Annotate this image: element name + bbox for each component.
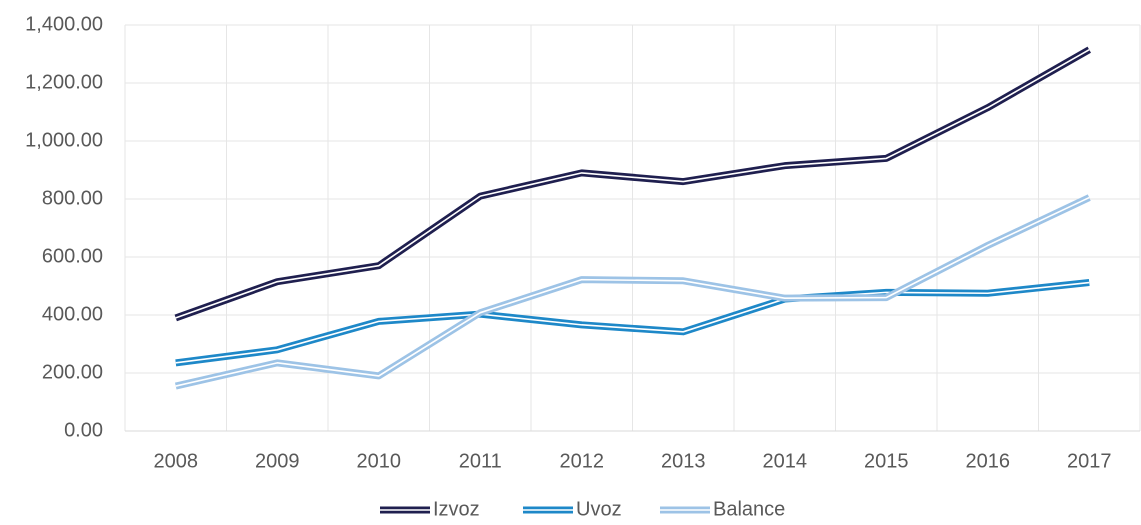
- legend-label: Uvoz: [576, 498, 622, 520]
- x-tick-label: 2009: [255, 450, 300, 472]
- x-tick-label: 2008: [154, 450, 199, 472]
- x-tick-label: 2017: [1067, 450, 1112, 472]
- y-tick-label: 1,200.00: [25, 71, 103, 93]
- legend-label: Balance: [713, 498, 785, 520]
- y-tick-label: 0.00: [64, 419, 103, 441]
- y-tick-label: 1,000.00: [25, 129, 103, 151]
- y-tick-label: 800.00: [42, 187, 103, 209]
- y-tick-label: 200.00: [42, 361, 103, 383]
- y-tick-label: 600.00: [42, 245, 103, 267]
- x-tick-label: 2010: [357, 450, 402, 472]
- line-inner: [175, 281, 1090, 364]
- line-inner: [175, 196, 1090, 387]
- x-tick-label: 2011: [459, 450, 502, 472]
- x-tick-label: 2012: [560, 450, 605, 472]
- x-tick-label: 2013: [661, 450, 706, 472]
- x-tick-label: 2015: [864, 450, 909, 472]
- x-tick-label: 2014: [763, 450, 808, 472]
- legend-label: Izvoz: [433, 498, 480, 520]
- y-tick-label: 400.00: [42, 303, 103, 325]
- y-tick-label: 1,400.00: [25, 13, 103, 35]
- x-tick-label: 2016: [966, 450, 1011, 472]
- line-inner: [175, 48, 1090, 319]
